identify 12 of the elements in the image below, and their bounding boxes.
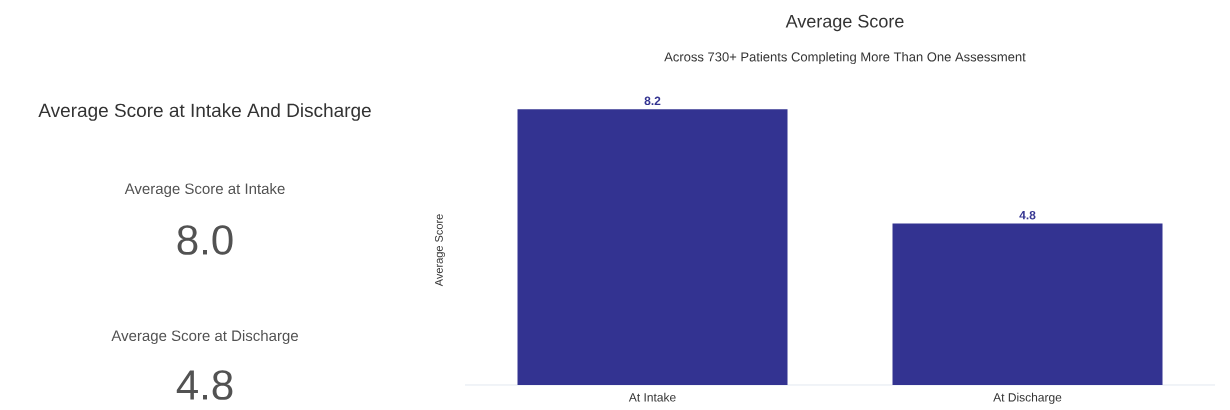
data-label: 8.2 <box>644 96 661 106</box>
data-label: 4.8 <box>1019 210 1036 220</box>
text: 4.8 <box>176 370 233 400</box>
text: Average Score at Intake <box>124 183 285 197</box>
y-axis-title: Average Score <box>435 214 445 287</box>
text: Average Score at Intake And Discharge <box>38 103 371 121</box>
text: Average Score at Discharge <box>111 330 298 344</box>
chart-title: Average Score <box>785 14 904 32</box>
text: 8.0 <box>177 225 233 255</box>
chart-subtitle: Across 730+ Patients Completing More Than One Assessment <box>664 51 1026 65</box>
x-tick-label: At Intake <box>628 392 676 402</box>
x-tick-label: At Discharge <box>993 392 1062 404</box>
